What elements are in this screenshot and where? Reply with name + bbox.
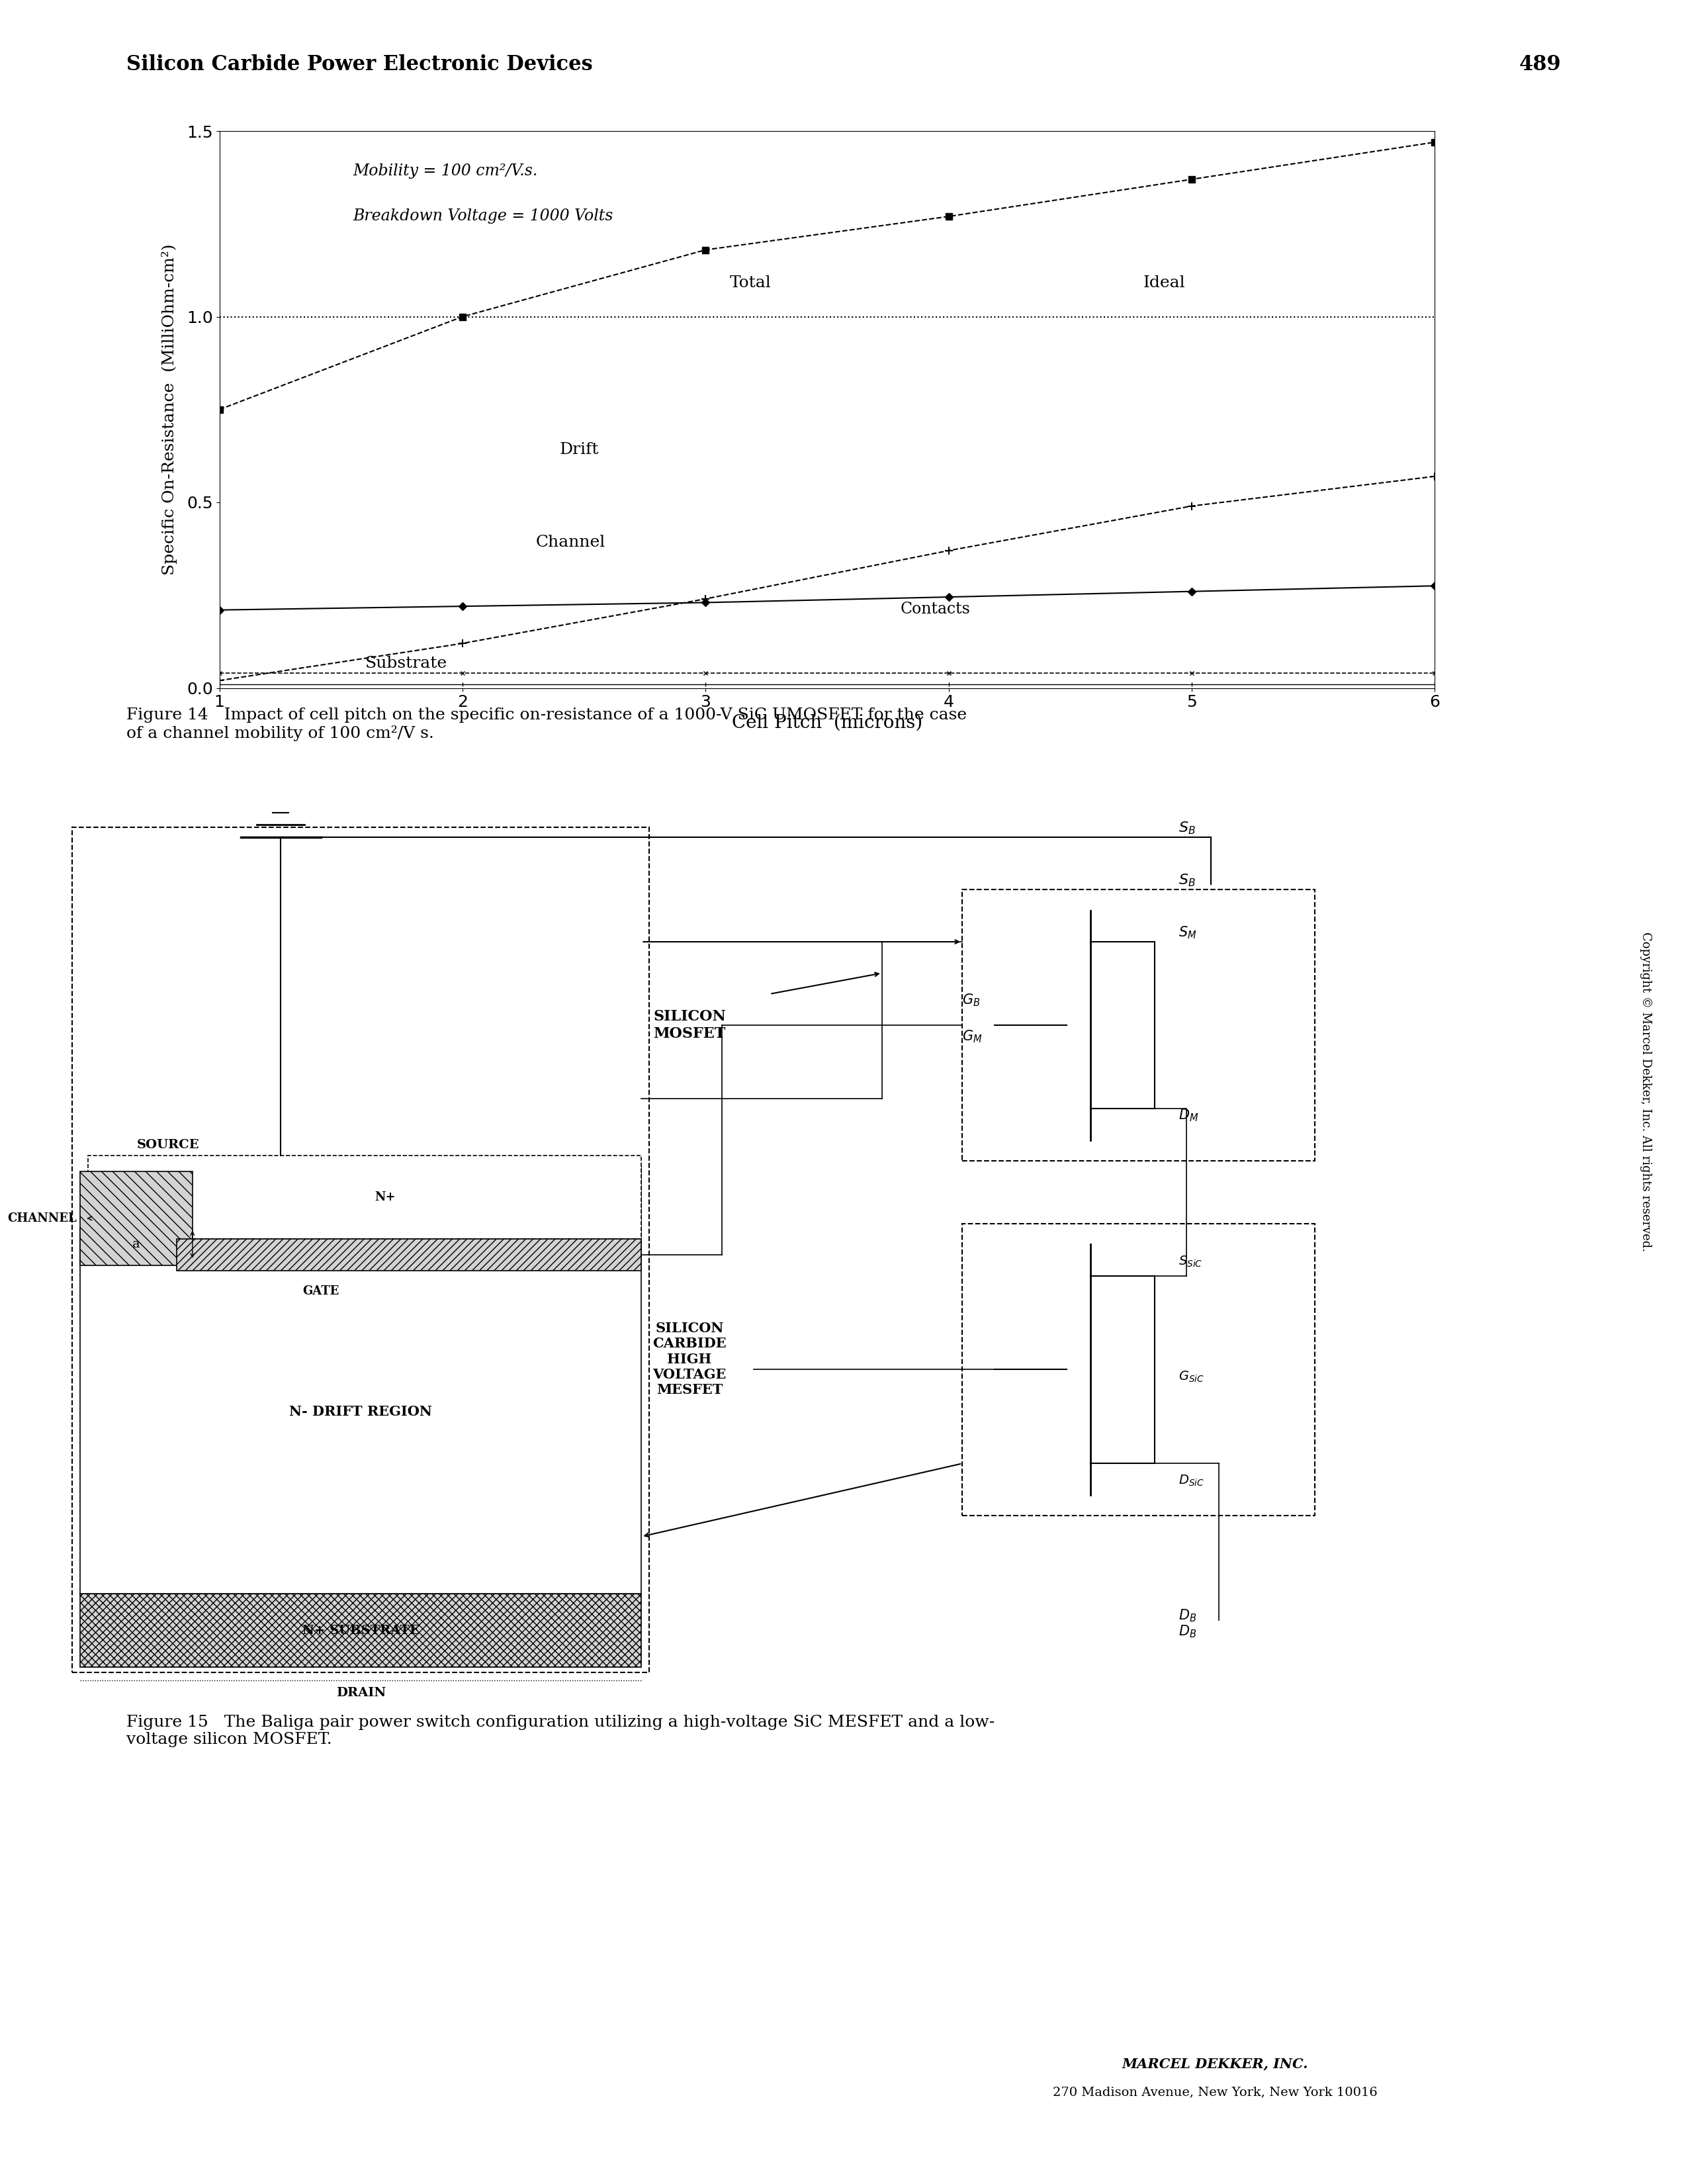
Text: $S_B$: $S_B$ (1178, 871, 1195, 889)
Text: MARCEL DEKKER, INC.: MARCEL DEKKER, INC. (1123, 2057, 1308, 2070)
X-axis label: Cell Pitch  (microns): Cell Pitch (microns) (733, 714, 922, 732)
Text: DRAIN: DRAIN (336, 1686, 385, 1699)
Text: Total: Total (729, 275, 771, 290)
Text: $G_B$: $G_B$ (962, 992, 981, 1009)
Text: Copyright © Marcel Dekker, Inc. All rights reserved.: Copyright © Marcel Dekker, Inc. All righ… (1639, 933, 1653, 1251)
Bar (81, 1230, 641, 1594)
Text: $D_M$: $D_M$ (1178, 1107, 1198, 1123)
Bar (962, 1223, 1315, 1516)
Bar (88, 1155, 641, 1238)
Text: CHANNEL: CHANNEL (8, 1212, 78, 1225)
Text: Figure 14   Impact of cell pitch on the specific on-resistance of a 1000-V SiC U: Figure 14 Impact of cell pitch on the sp… (127, 708, 967, 740)
Text: Figure 15   The Baliga pair power switch configuration utilizing a high-voltage : Figure 15 The Baliga pair power switch c… (127, 1714, 994, 1747)
Text: $D_B$: $D_B$ (1178, 1607, 1197, 1623)
Text: SILICON
CARBIDE
HIGH
VOLTAGE
MESFET: SILICON CARBIDE HIGH VOLTAGE MESFET (653, 1321, 726, 1396)
Text: N- DRIFT REGION: N- DRIFT REGION (289, 1404, 432, 1417)
Text: SILICON
MOSFET: SILICON MOSFET (653, 1009, 726, 1042)
Text: Breakdown Voltage = 1000 Volts: Breakdown Voltage = 1000 Volts (353, 207, 613, 223)
Text: N+ SUBSTRATE: N+ SUBSTRATE (302, 1625, 419, 1636)
Text: $D_B$: $D_B$ (1178, 1623, 1197, 1640)
Text: N+: N+ (375, 1192, 395, 1203)
Text: Ideal: Ideal (1143, 275, 1185, 290)
Bar (81, 1594, 641, 1666)
Text: a: a (132, 1238, 140, 1251)
Bar (176, 1238, 641, 1271)
Bar (962, 889, 1315, 1162)
Y-axis label: Specific On-Resistance  (MilliOhm-cm²): Specific On-Resistance (MilliOhm-cm²) (162, 245, 177, 574)
Text: $G_{SiC}$: $G_{SiC}$ (1178, 1369, 1205, 1382)
Text: $D_{SiC}$: $D_{SiC}$ (1178, 1474, 1205, 1487)
Text: Contacts: Contacts (900, 603, 971, 618)
Text: Drift: Drift (560, 441, 599, 456)
Text: Substrate: Substrate (365, 655, 447, 670)
Text: Silicon Carbide Power Electronic Devices: Silicon Carbide Power Electronic Devices (127, 55, 592, 74)
Bar (81, 1171, 192, 1265)
Text: Mobility = 100 cm²/V.s.: Mobility = 100 cm²/V.s. (353, 164, 538, 179)
Text: $S_{SiC}$: $S_{SiC}$ (1178, 1254, 1202, 1269)
Text: GATE: GATE (302, 1286, 339, 1297)
Text: SOURCE: SOURCE (137, 1140, 199, 1151)
Text: 489: 489 (1519, 55, 1561, 74)
Text: $S_B$: $S_B$ (1178, 821, 1195, 836)
Text: Channel: Channel (535, 535, 604, 550)
Text: $G_M$: $G_M$ (962, 1029, 982, 1044)
Bar (73, 828, 650, 1673)
Bar (128, 1166, 641, 1230)
Text: $S_M$: $S_M$ (1178, 924, 1197, 941)
Text: 270 Madison Avenue, New York, New York 10016: 270 Madison Avenue, New York, New York 1… (1053, 2086, 1377, 2099)
